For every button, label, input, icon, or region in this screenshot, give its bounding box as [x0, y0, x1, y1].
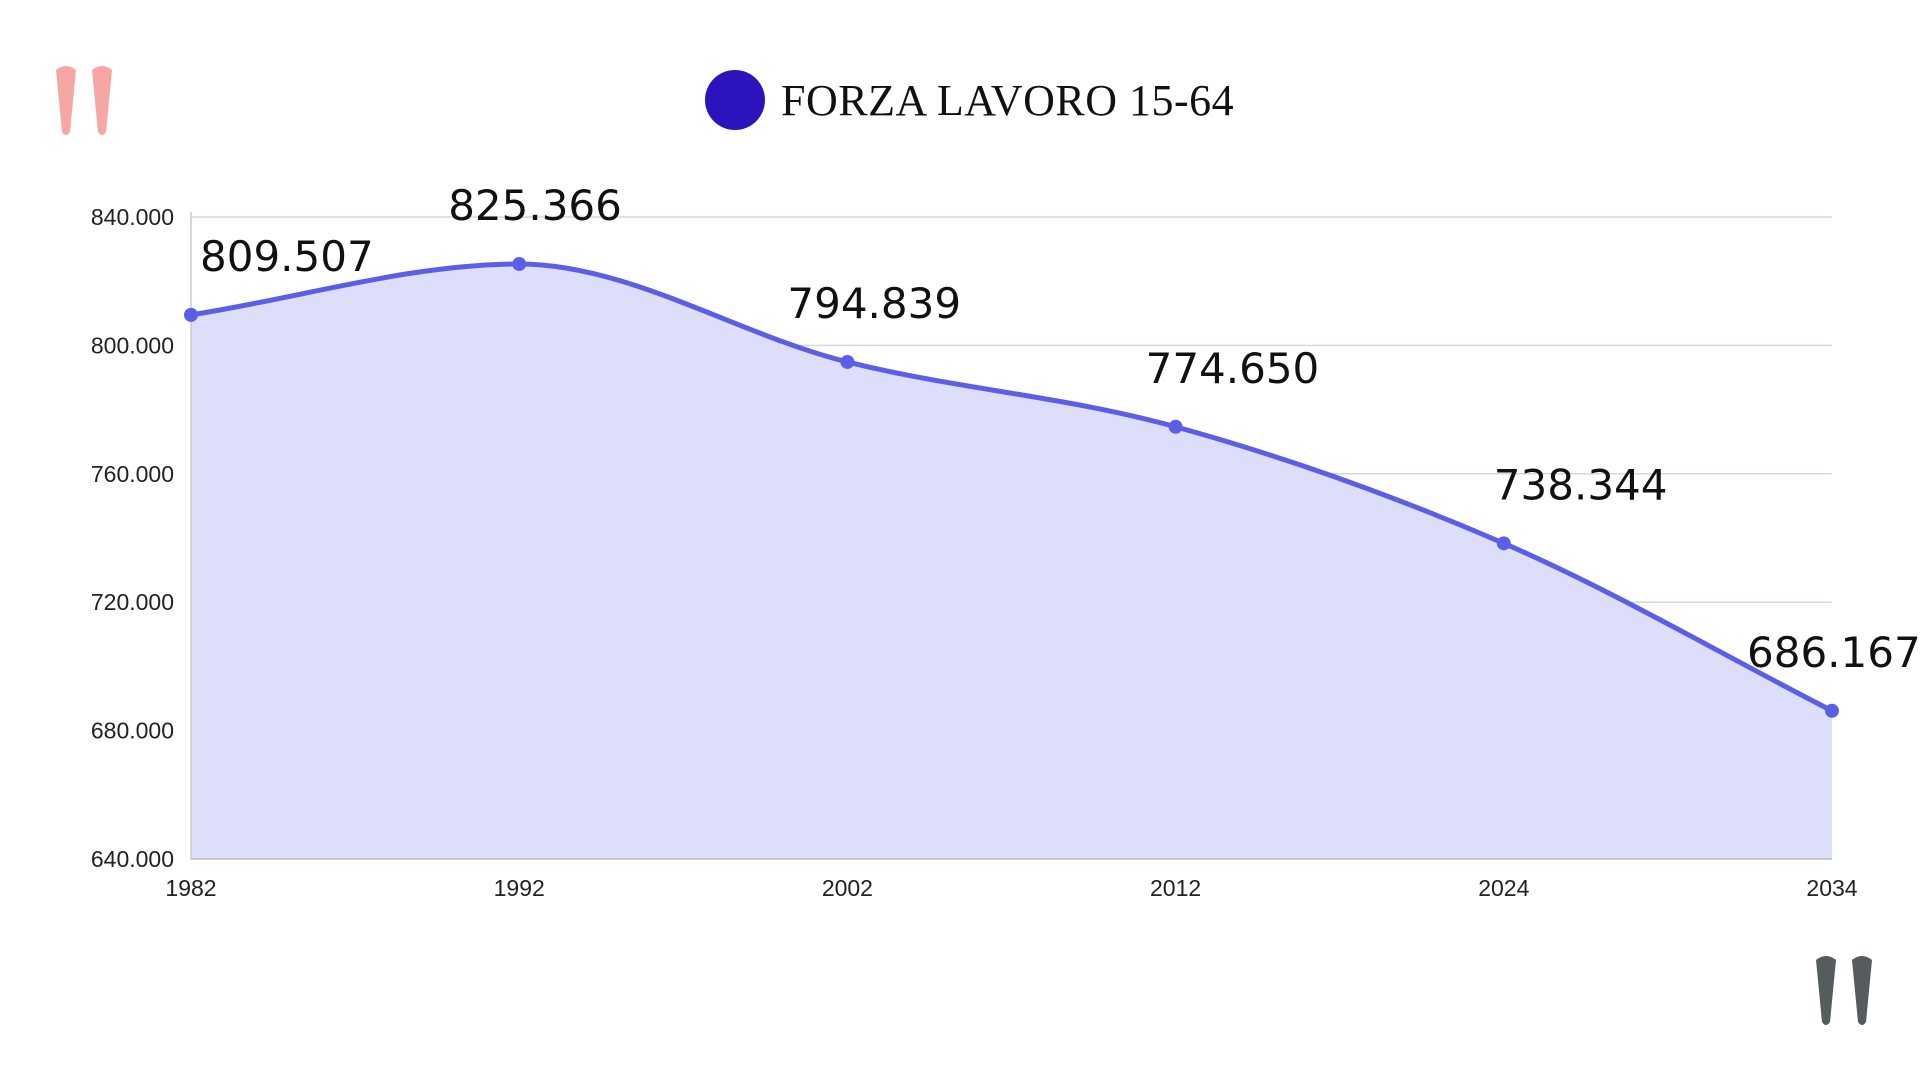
data-points	[184, 256, 1839, 718]
y-tick-label: 800.000	[91, 332, 174, 358]
data-label: 738.344	[1494, 460, 1668, 509]
y-tick-label: 760.000	[91, 461, 174, 487]
close-quote-right-stroke	[1852, 956, 1872, 1025]
open-quote-icon	[56, 66, 112, 135]
data-point	[1825, 703, 1839, 718]
y-tick-label: 640.000	[91, 846, 174, 872]
legend: FORZA LAVORO 15-64	[705, 70, 1234, 130]
data-label: 825.366	[448, 181, 622, 230]
y-tick-label: 680.000	[91, 718, 174, 744]
x-tick-label: 2002	[822, 875, 873, 901]
data-label: 686.167	[1747, 628, 1920, 677]
x-tick-label: 2024	[1478, 875, 1529, 901]
data-label: 794.839	[787, 279, 961, 328]
legend-dot-icon	[705, 70, 765, 130]
series-line	[190, 261, 1834, 714]
area-fill	[191, 263, 1832, 860]
data-label: 774.650	[1146, 344, 1320, 393]
close-quote-icon	[1816, 956, 1872, 1025]
data-point	[184, 307, 198, 322]
y-tick-label: 720.000	[91, 589, 174, 615]
data-point	[512, 256, 527, 271]
open-quote-left-stroke	[56, 66, 76, 135]
x-tick-label: 2012	[1150, 875, 1201, 901]
legend-label: FORZA LAVORO 15-64	[781, 75, 1235, 125]
x-tick-label: 1992	[494, 875, 545, 901]
data-label: 809.507	[200, 232, 374, 281]
close-quote-left-stroke	[1816, 956, 1836, 1025]
data-labels: 809.507 825.366 794.839 774.650 738.344 686.1…	[200, 181, 1920, 677]
y-tick-labels: 640.000 680.000 720.000 760.000 800.000 840.0…	[91, 204, 174, 872]
data-point	[1496, 536, 1511, 551]
data-point	[1168, 419, 1183, 434]
data-point	[840, 354, 855, 369]
open-quote-right-stroke	[92, 66, 112, 135]
x-tick-label: 1982	[165, 875, 216, 901]
y-tick-label: 840.000	[91, 204, 174, 230]
x-tick-label: 2034	[1806, 875, 1857, 901]
x-tick-labels: 1982 1992 2002 2012 2024 2034	[165, 875, 1857, 901]
